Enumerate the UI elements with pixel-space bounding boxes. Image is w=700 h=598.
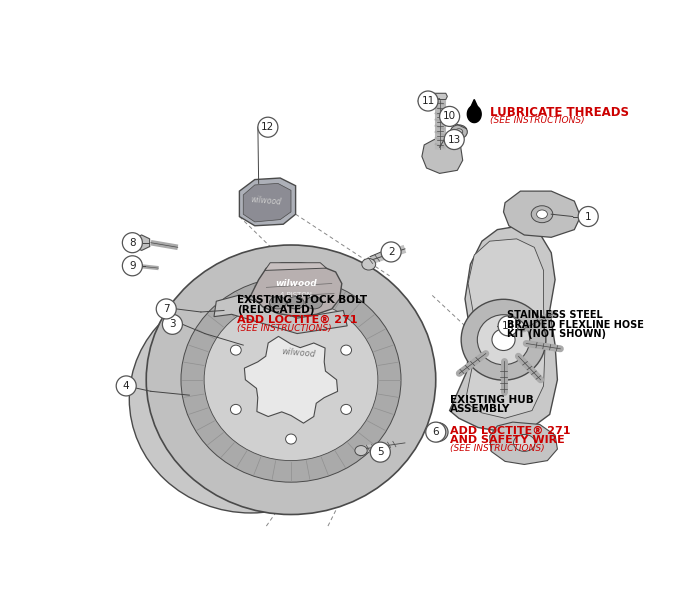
Polygon shape [470,99,478,108]
Ellipse shape [306,297,323,309]
Ellipse shape [426,423,448,442]
Ellipse shape [514,434,535,451]
Ellipse shape [287,297,304,309]
Polygon shape [134,235,150,251]
Ellipse shape [362,258,376,270]
Polygon shape [265,263,326,270]
Text: 7: 7 [163,304,169,314]
Ellipse shape [537,210,547,218]
Ellipse shape [260,468,270,476]
Ellipse shape [455,129,463,135]
Polygon shape [490,422,557,465]
Ellipse shape [230,404,241,414]
Ellipse shape [492,329,515,350]
Circle shape [156,299,176,319]
Circle shape [258,117,278,137]
Circle shape [162,315,183,334]
Polygon shape [244,337,337,423]
Text: 2: 2 [388,247,394,257]
Circle shape [444,130,464,150]
Polygon shape [244,184,291,222]
Text: 5: 5 [377,447,384,457]
Text: 8: 8 [129,237,136,248]
Polygon shape [449,226,557,432]
Ellipse shape [186,443,195,451]
Ellipse shape [232,322,241,330]
Polygon shape [239,178,295,226]
Ellipse shape [172,370,181,378]
Polygon shape [125,259,141,273]
Ellipse shape [450,125,468,139]
Circle shape [498,316,518,336]
Polygon shape [466,239,545,418]
Ellipse shape [477,315,530,365]
Ellipse shape [531,206,553,222]
Text: 4: 4 [123,381,130,391]
Text: LUBRICATE THREADS: LUBRICATE THREADS [490,106,629,120]
Text: wilwood: wilwood [281,347,316,359]
Text: KIT (NOT SHOWN): KIT (NOT SHOWN) [507,329,606,339]
Ellipse shape [212,362,290,435]
Text: wilwood: wilwood [274,279,316,288]
Text: 1: 1 [585,212,591,221]
Text: ADD LOCTITE® 271: ADD LOCTITE® 271 [449,426,570,436]
Ellipse shape [307,347,316,356]
Text: EXISTING STOCK BOLT: EXISTING STOCK BOLT [237,295,368,305]
Ellipse shape [341,404,351,414]
Text: 11: 11 [421,96,435,106]
Text: 3: 3 [169,319,176,329]
Ellipse shape [286,316,296,325]
Circle shape [116,376,136,396]
Circle shape [122,233,142,253]
Text: ASSEMBLY: ASSEMBLY [449,404,510,414]
Ellipse shape [270,297,286,309]
Text: BRAIDED FLEXLINE HOSE: BRAIDED FLEXLINE HOSE [507,320,643,329]
Ellipse shape [181,277,401,482]
Text: AND SAFETY WIRE: AND SAFETY WIRE [449,435,564,445]
Text: Aerforce: Aerforce [219,438,252,452]
Circle shape [370,442,391,462]
Text: EXISTING HUB: EXISTING HUB [449,395,533,405]
Ellipse shape [341,345,351,355]
Text: 14: 14 [501,321,514,331]
Text: (SEE INSTRUCTIONS): (SEE INSTRUCTIONS) [449,444,544,453]
Text: STAINLESS STEEL: STAINLESS STEEL [507,310,602,321]
Circle shape [426,422,446,442]
Circle shape [381,242,401,262]
Ellipse shape [204,299,378,460]
Circle shape [578,206,598,227]
Text: 10: 10 [443,111,456,121]
Text: ADD LOCTITE® 271: ADD LOCTITE® 271 [237,315,358,325]
Text: 12: 12 [261,122,274,132]
Circle shape [440,106,460,126]
Text: 13: 13 [447,135,461,145]
Ellipse shape [355,446,368,456]
Polygon shape [214,295,347,334]
Ellipse shape [461,299,546,380]
Polygon shape [432,93,447,99]
Text: (SEE INSTRUCTIONS): (SEE INSTRUCTIONS) [490,117,584,126]
Text: 9: 9 [129,261,136,271]
Polygon shape [422,139,463,173]
Circle shape [418,91,438,111]
Circle shape [122,256,142,276]
Text: wilwood: wilwood [251,196,282,207]
Ellipse shape [286,434,296,444]
Text: (SEE INSTRUCTIONS): (SEE INSTRUCTIONS) [237,324,332,333]
Polygon shape [468,106,481,123]
Ellipse shape [130,285,372,513]
Text: 4 PISTON: 4 PISTON [279,292,312,298]
Ellipse shape [146,245,435,514]
Text: (RELOCATED): (RELOCATED) [237,305,314,315]
Ellipse shape [230,345,241,355]
Polygon shape [251,263,342,316]
Polygon shape [503,191,580,237]
Ellipse shape [321,420,330,429]
Text: 6: 6 [433,427,439,437]
Ellipse shape [433,428,442,437]
